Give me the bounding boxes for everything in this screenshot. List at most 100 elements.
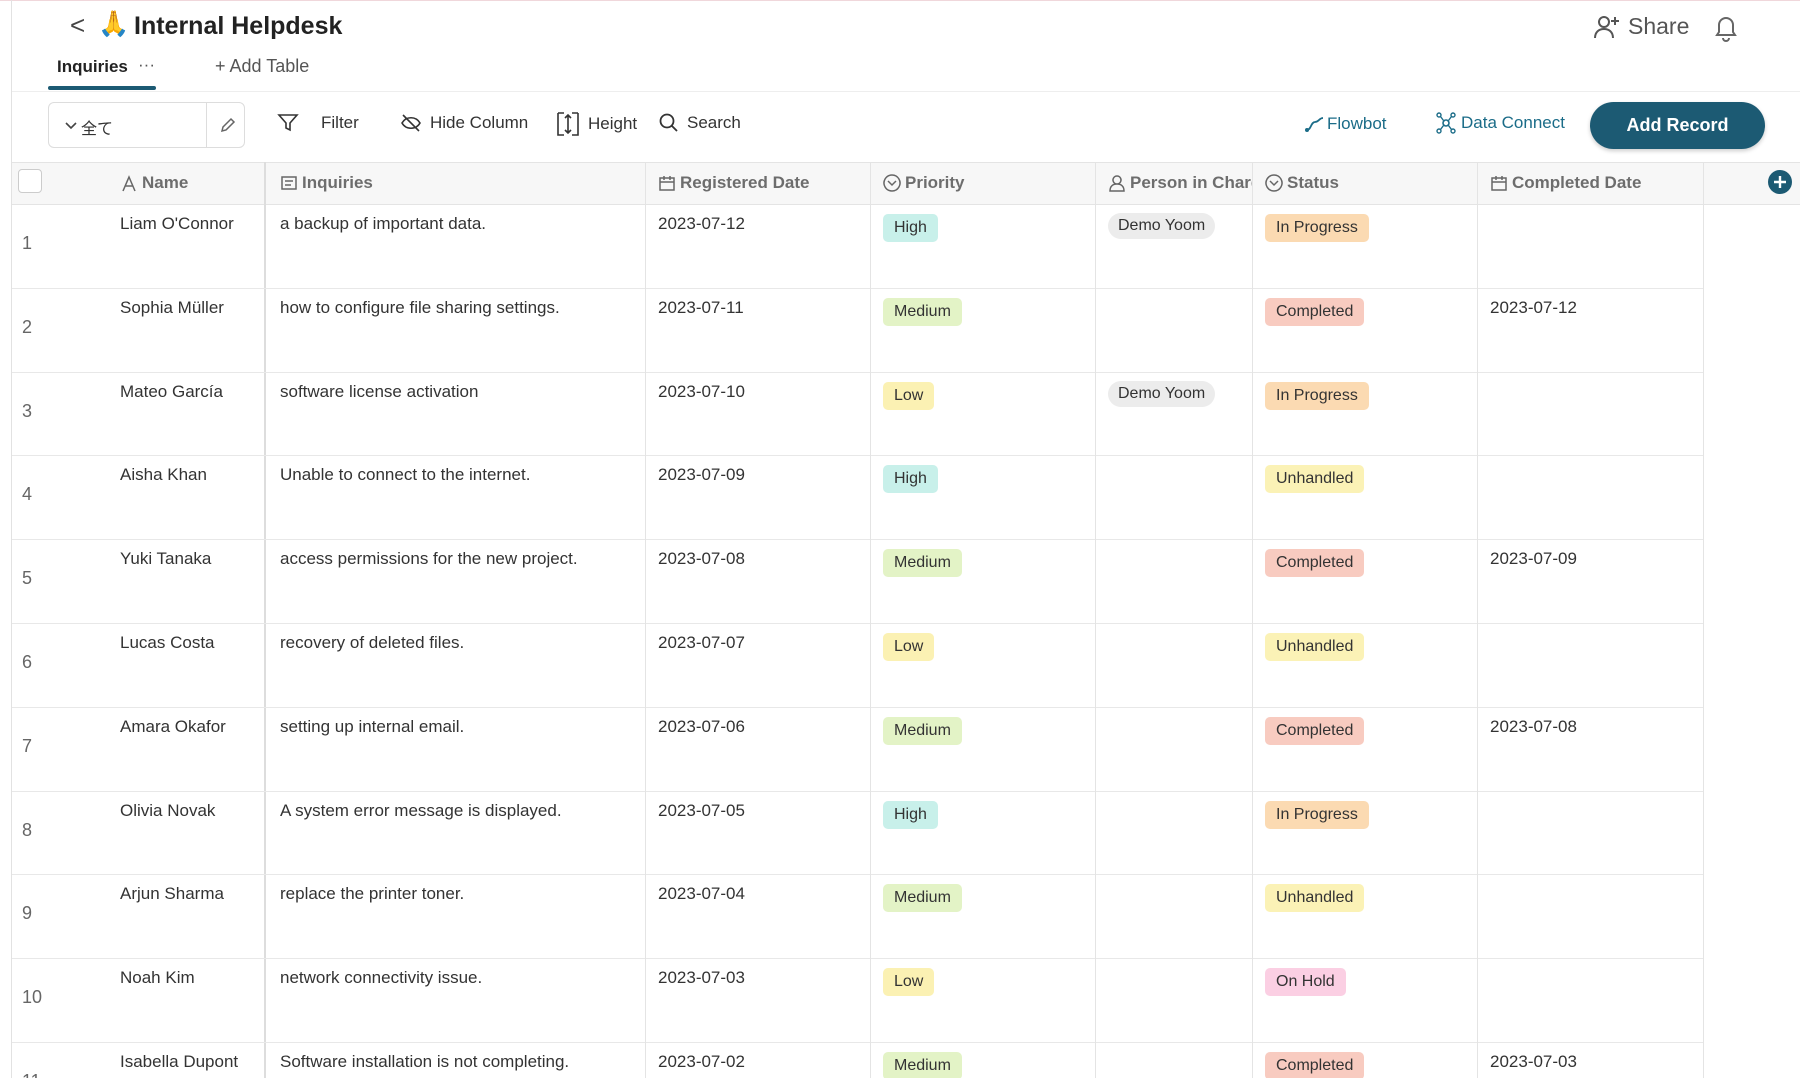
inquiry-text: Unable to connect to the internet. (280, 465, 531, 485)
table-cell (1096, 288, 1253, 373)
inquiry-text: access permissions for the new project. (280, 549, 578, 569)
column-header: Registered Date (646, 162, 871, 205)
registered-text: 2023-07-10 (658, 381, 745, 401)
row-border (12, 790, 1704, 792)
name-text: Sophia Müller (120, 297, 224, 317)
status-badge: Completed (1265, 1052, 1365, 1078)
column-icon (281, 176, 297, 190)
view-select[interactable]: 全て (48, 102, 245, 148)
row-number: 2 (22, 316, 33, 337)
column-header: Status (1253, 162, 1478, 205)
left-border (11, 0, 12, 1078)
search-label: Search (687, 113, 741, 132)
search-icon (659, 113, 678, 132)
separator (12, 91, 1800, 92)
table-cell: setting up internal email. (265, 707, 646, 792)
height-button[interactable]: Height (556, 111, 637, 137)
column-label: Registered Date (680, 173, 810, 192)
registered-text: 2023-07-07 (658, 633, 745, 652)
table-cell: On Hold (1253, 959, 1478, 1043)
filter-label: Filter (321, 113, 359, 132)
table-cell (1096, 1043, 1253, 1078)
search-button[interactable]: Search (659, 113, 741, 133)
row-number: 10 (22, 987, 43, 1008)
table-cell: 2023-07-10 (646, 372, 871, 457)
table-cell: High (871, 205, 1096, 289)
column-label: Person in Charg (1130, 173, 1253, 192)
table-cell: 2023-07-08 (1478, 707, 1704, 792)
edit-icon (220, 117, 236, 133)
table-cell (1096, 456, 1253, 541)
table-cell: 2023-07-08 (646, 540, 871, 624)
table-cell (1096, 791, 1253, 876)
filter-button[interactable]: Filter (277, 113, 359, 133)
view-name: 全て (81, 121, 114, 138)
status-badge: In Progress (1265, 381, 1369, 410)
table-cell: Low (871, 372, 1096, 457)
table-cell (1096, 707, 1253, 792)
row-border (12, 371, 1704, 373)
table-cell: 2023-07-12 (1478, 288, 1704, 373)
table-cell: 2023-07-12 (646, 205, 871, 289)
table-cell: Software installation is not completing. (265, 1043, 646, 1078)
column-header: Completed Date (1478, 162, 1704, 205)
add-column-button[interactable] (1768, 170, 1792, 194)
table-cell: Olivia Novak (12, 792, 265, 876)
column-label: Status (1287, 173, 1339, 192)
add-record-button[interactable]: Add Record (1590, 102, 1765, 149)
data-connect-button[interactable]: Data Connect (1435, 112, 1565, 134)
row-number: 11 (22, 1071, 41, 1078)
priority-badge: High (883, 465, 938, 494)
row-number: 3 (22, 400, 33, 421)
name-text: Mateo García (120, 381, 223, 401)
priority-badge: Medium (883, 297, 962, 326)
status-badge: Completed (1265, 549, 1365, 578)
table-cell: 2023-07-11 (646, 288, 871, 373)
column-header: Inquiries (265, 162, 646, 205)
table-cell (1478, 205, 1704, 289)
inquiry-text: A system error message is displayed. (280, 800, 562, 820)
tab-active[interactable]: Inquiries (57, 57, 128, 76)
inquiry-text: replace the printer toner. (280, 884, 465, 904)
table-cell (1478, 456, 1704, 541)
row-border (12, 874, 1704, 876)
table-cell: A system error message is displayed. (265, 791, 646, 876)
table-cell: recovery of deleted files. (265, 624, 646, 708)
share-button[interactable]: Share (1594, 13, 1689, 40)
registered-text: 2023-07-09 (658, 465, 745, 485)
table-cell: 2023-07-02 (646, 1043, 871, 1078)
height-icon (557, 112, 579, 136)
table-cell: Medium (871, 540, 1096, 624)
status-badge: Unhandled (1265, 633, 1365, 661)
priority-badge: High (883, 214, 938, 242)
tab-menu[interactable]: ··· (138, 55, 155, 74)
select-all-checkbox[interactable] (18, 169, 42, 193)
flowbot-button[interactable]: Flowbot (1305, 114, 1387, 134)
flowbot-icon (1305, 117, 1324, 132)
row-border (12, 287, 1704, 289)
row-border (12, 539, 1704, 541)
row-number: 4 (22, 484, 33, 505)
table-cell: 2023-07-07 (646, 624, 871, 708)
completed-text: 2023-07-08 (1490, 716, 1577, 736)
table-cell: Demo Yoom (1096, 205, 1253, 289)
title-emoji: 🙏 (98, 10, 130, 38)
table-cell (1478, 624, 1704, 708)
completed-text: 2023-07-12 (1490, 297, 1577, 317)
name-text: Amara Okafor (120, 716, 226, 736)
name-text: Aisha Khan (120, 465, 207, 485)
hide-column-button[interactable]: Hide Column (400, 113, 528, 133)
priority-badge: Low (883, 381, 935, 410)
table-cell: Medium (871, 875, 1096, 960)
table-cell: In Progress (1253, 372, 1478, 457)
share-label: Share (1628, 13, 1690, 39)
column-header: Priority (871, 162, 1096, 205)
add-table[interactable]: + Add Table (215, 56, 310, 76)
share-icon (1594, 15, 1619, 38)
back-button[interactable]: < (70, 10, 86, 40)
row-border (12, 706, 1704, 708)
column-label: Name (142, 173, 189, 192)
table-cell (1096, 624, 1253, 708)
notification-bell[interactable] (1713, 14, 1739, 42)
